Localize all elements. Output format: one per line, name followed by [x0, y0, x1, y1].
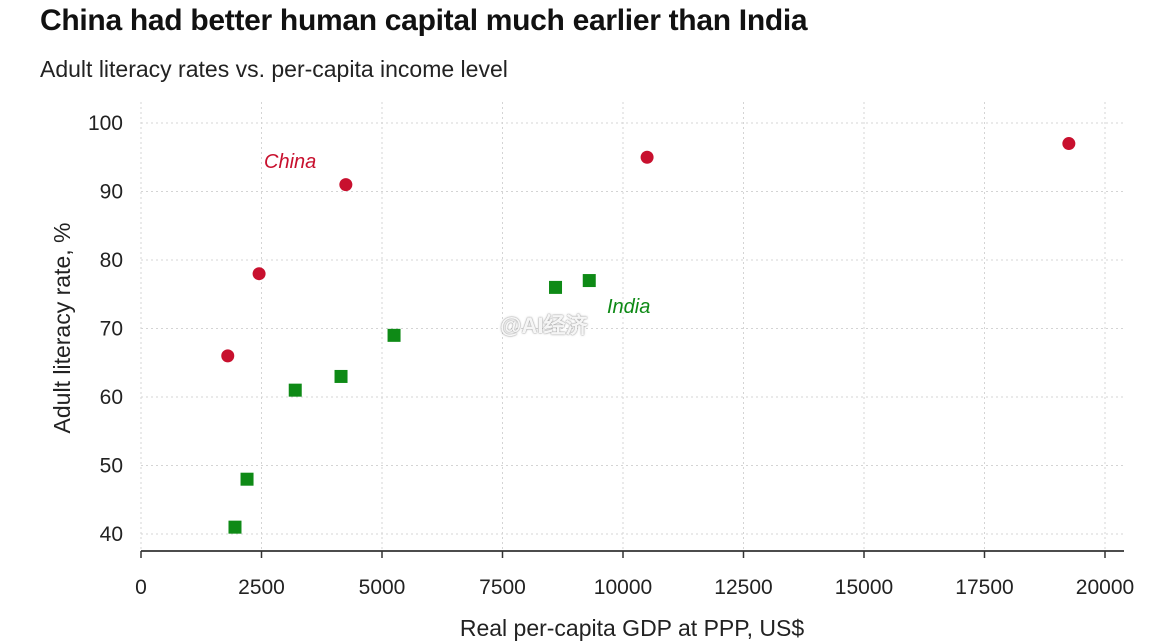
- grid-lines: [140, 102, 1124, 551]
- y-tick-label: 40: [100, 523, 123, 546]
- y-tick-label: 60: [100, 386, 123, 409]
- china-point: [252, 267, 266, 281]
- india-point: [549, 280, 563, 294]
- x-axis-label: Real per-capita GDP at PPP, US$: [460, 615, 805, 641]
- chart-title: China had better human capital much earl…: [40, 4, 808, 37]
- y-tick-label: 80: [100, 249, 123, 272]
- india-point: [582, 274, 596, 288]
- india-point: [228, 520, 242, 534]
- data-points: [221, 137, 1076, 534]
- india-point: [387, 328, 401, 342]
- x-tick-label: 2500: [238, 576, 285, 599]
- x-tick-label: 10000: [594, 576, 652, 599]
- india-point: [288, 383, 302, 397]
- x-tick-label: 7500: [479, 576, 526, 599]
- china-point: [339, 178, 353, 192]
- series-labels: China India: [264, 151, 650, 318]
- india-point: [334, 369, 348, 383]
- y-tick-label: 50: [100, 455, 123, 478]
- china-series-label: China: [264, 151, 316, 173]
- y-tick-label: 90: [100, 181, 123, 204]
- china-point: [1062, 137, 1076, 151]
- chart-subtitle: Adult literacy rates vs. per-capita inco…: [40, 56, 508, 82]
- india-point: [240, 472, 254, 486]
- x-tick-label: 15000: [835, 576, 893, 599]
- tick-labels: 40 50 60 70 80 90 100 0 2500 5000 7500 10000 12500 15…: [88, 112, 1134, 599]
- y-axis-label: Adult literacy rate, %: [49, 223, 75, 434]
- china-point: [640, 150, 654, 164]
- watermark: @AI经济: [500, 313, 588, 338]
- x-tick-label: 5000: [359, 576, 406, 599]
- x-tick-label: 20000: [1076, 576, 1134, 599]
- y-tick-label: 100: [88, 112, 123, 135]
- india-series-label: India: [607, 296, 650, 318]
- axes: [140, 550, 1124, 558]
- china-point: [221, 349, 235, 363]
- y-tick-label: 70: [100, 318, 123, 341]
- x-tick-label: 12500: [714, 576, 772, 599]
- x-tick-label: 17500: [955, 576, 1013, 599]
- x-tick-label: 0: [135, 576, 147, 599]
